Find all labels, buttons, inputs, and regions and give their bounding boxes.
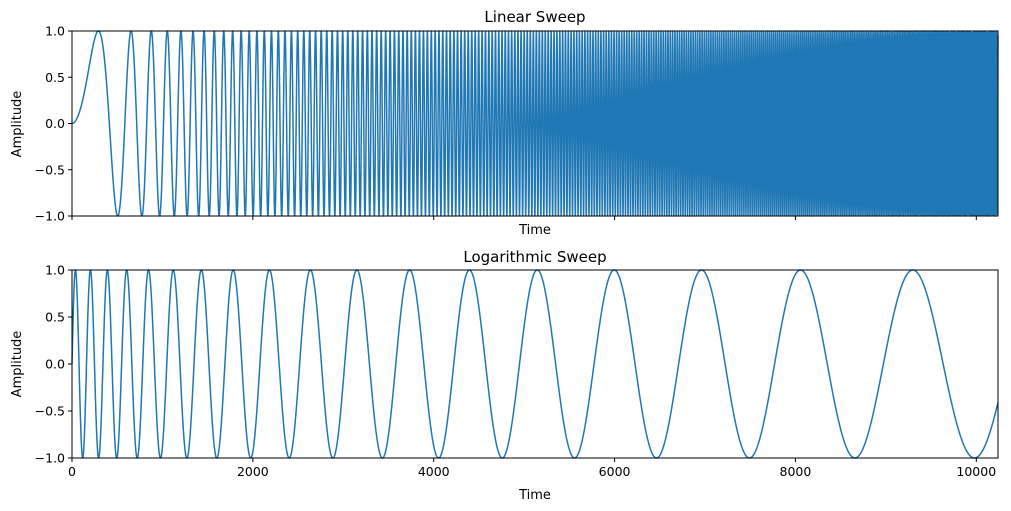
x-tick-label: 10000 bbox=[956, 464, 996, 479]
log-sweep-ylabel: Amplitude bbox=[10, 331, 25, 398]
x-tick-label: 2000 bbox=[237, 464, 269, 479]
linear-sweep-title: Linear Sweep bbox=[484, 8, 585, 26]
log-sweep-axes-frame bbox=[71, 269, 999, 459]
linear-sweep-ylabel: Amplitude bbox=[10, 91, 25, 158]
log-sweep-title: Logarithmic Sweep bbox=[463, 248, 606, 266]
y-tick-label: −0.5 bbox=[35, 404, 65, 419]
series-line-0 bbox=[71, 269, 999, 459]
y-tick-label: 0.0 bbox=[45, 116, 65, 131]
linear-sweep-axes-frame bbox=[71, 30, 999, 217]
y-tick-label: −1.0 bbox=[35, 209, 65, 224]
y-tick-label: −0.5 bbox=[35, 162, 65, 177]
log-sweep-series bbox=[71, 269, 999, 459]
y-tick-label: 1.0 bbox=[45, 24, 65, 39]
linear-sweep-xlabel: Time bbox=[518, 223, 551, 238]
x-tick-label: 6000 bbox=[599, 464, 631, 479]
log-sweep-subplot: Logarithmic Sweep 0 2000 4000 6000 8000 10000… bbox=[10, 248, 999, 503]
log-sweep-ticks: 0 2000 4000 6000 8000 10000 −1.0 −0.5 0.0 0.5 1.0 bbox=[35, 263, 997, 480]
y-tick-label: −1.0 bbox=[35, 451, 65, 466]
y-tick-label: 0.0 bbox=[45, 357, 65, 372]
linear-sweep-series bbox=[71, 30, 999, 217]
x-tick-label: 0 bbox=[68, 464, 76, 479]
x-tick-label: 4000 bbox=[418, 464, 450, 479]
y-tick-label: 0.5 bbox=[45, 310, 65, 325]
x-tick-label: 8000 bbox=[780, 464, 812, 479]
log-sweep-xlabel: Time bbox=[518, 488, 551, 503]
y-tick-label: 0.5 bbox=[45, 70, 65, 85]
linear-sweep-subplot: Linear Sweep −1.0 −0.5 0.0 0.5 1.0 Time Ampl… bbox=[10, 8, 999, 238]
linear-sweep-ticks: −1.0 −0.5 0.0 0.5 1.0 bbox=[35, 24, 977, 224]
series-line-0 bbox=[71, 30, 999, 217]
y-tick-label: 1.0 bbox=[45, 263, 65, 278]
